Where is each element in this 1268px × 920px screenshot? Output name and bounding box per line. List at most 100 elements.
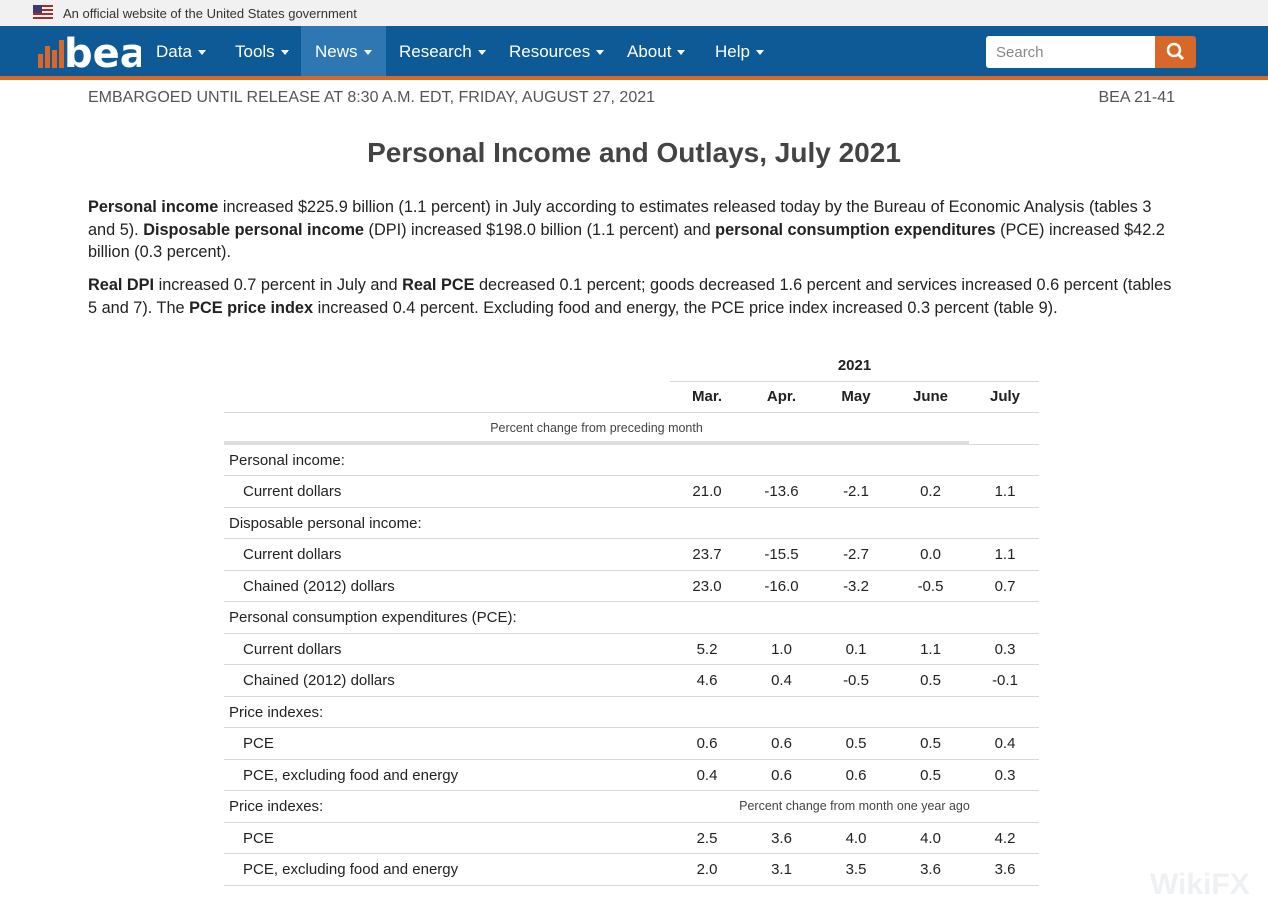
table-cell: 0.0 [920, 546, 941, 563]
banner-text: An official website of the United States… [63, 6, 357, 21]
table-cell: -13.6 [764, 483, 799, 500]
bold-run: personal consumption expenditures [715, 220, 996, 239]
text-run: decreased 0.1 percent; goods decreased 1… [88, 276, 1172, 317]
column-header: Mar. [691, 388, 722, 405]
table-cell: 23.0 [692, 577, 722, 595]
table-row: Personal consumption expenditures (PCE): [224, 602, 1039, 634]
nav-item[interactable]: Tools [221, 26, 303, 76]
search-input[interactable]: Search [986, 36, 1156, 68]
table-cell: 0.1 [845, 640, 867, 658]
text-run: increased $225.9 billion (1.1 percent) i… [88, 198, 1152, 239]
subheader: Percent change from preceding month [224, 413, 969, 445]
text-run: increased 0.4 percent. Excluding food an… [313, 298, 1058, 317]
table-row: Current dollars 23.7 -15.5 -2.7 0.0 1.1 [224, 539, 1039, 571]
watermark: WikiFX [1150, 868, 1250, 901]
search-button[interactable] [1155, 36, 1196, 68]
table-row: Price indexes: Percent change from month … [224, 791, 1039, 823]
caret [596, 50, 605, 56]
nav-label: About [627, 42, 672, 61]
row-label: PCE [243, 829, 274, 847]
table-cell: 0.6 [845, 766, 867, 784]
table-cell: -0.1 [992, 672, 1018, 689]
nav-item[interactable]: About [613, 26, 699, 76]
table-cell: 0.7 [994, 577, 1016, 595]
table-cell: 0.6 [696, 735, 718, 752]
row-label: Personal consumption expenditures (PCE): [229, 609, 517, 626]
column-header-row: Mar. Apr. May June July [224, 381, 1039, 413]
caret [363, 50, 372, 56]
bold-run: Real DPI [88, 276, 155, 294]
table-cell: 3.6 [920, 861, 941, 878]
column-header: July [989, 388, 1020, 405]
caret [197, 50, 206, 56]
nav-label: Resources [509, 42, 591, 61]
logo-text: bea [64, 32, 141, 72]
table-cell: 5.2 [696, 640, 718, 658]
table: 2021 Mar. Apr. May June July Percent change fr… [224, 350, 1039, 886]
table-row: Price indexes: [224, 697, 1039, 728]
nav-item[interactable]: Data [142, 26, 220, 76]
paragraph: Personal income increased $225.9 billion… [88, 196, 1178, 264]
table-row: Personal income: [224, 445, 1039, 476]
table-cell: 23.7 [692, 546, 722, 563]
table-row: PCE 0.6 0.6 0.5 0.5 0.4 [224, 728, 1039, 760]
row-label: Chained (2012) dollars [243, 577, 395, 595]
table-cell: 1.1 [920, 640, 941, 658]
table-cell: -2.1 [843, 483, 869, 500]
nav-label: Data [156, 42, 192, 61]
table-cell: -0.5 [843, 672, 869, 689]
row-label: Disposable personal income: [229, 514, 422, 532]
table-cell: 1.1 [994, 546, 1016, 563]
table-cell: 4.0 [845, 829, 867, 847]
table-row: Current dollars 5.2 1.0 0.1 1.1 0.3 [224, 634, 1039, 665]
row-label: Personal income: [229, 451, 345, 469]
table-cell: 0.5 [845, 735, 867, 752]
table-cell: 0.4 [696, 766, 718, 784]
table-cell: 21.0 [692, 483, 722, 500]
page-title: Personal Income and Outlays, July 2021 [367, 137, 901, 168]
paragraph: Real DPI increased 0.7 percent in July a… [88, 274, 1178, 319]
nav-item[interactable]: Resources [495, 26, 618, 76]
table-cell: 4.6 [696, 672, 718, 689]
table-cell: 0.6 [771, 766, 792, 784]
bold-run: PCE price index [189, 298, 314, 317]
release-number: BEA 21-41 [1098, 89, 1176, 106]
table-cell: 4.0 [920, 829, 941, 847]
table-row: PCE, excluding food and energy 0.4 0.6 0.6 0… [224, 760, 1039, 791]
caret [477, 50, 486, 56]
table-cell: 2.5 [696, 829, 718, 847]
row-label: Price indexes: [229, 798, 324, 815]
row-label: PCE, excluding food and energy [243, 861, 459, 878]
table-cell: 3.5 [845, 861, 867, 878]
text-run: (DPI) increased $198.0 billion (1.1 perc… [364, 220, 716, 239]
nav-bar: bea Data Tools News Research Resources About H… [0, 26, 1268, 80]
nav-label: Tools [235, 42, 275, 61]
flag-icon [33, 5, 53, 20]
table-cell: 0.6 [771, 735, 792, 752]
table-cell: -3.2 [843, 577, 869, 595]
nav-label: News [315, 42, 358, 61]
nav-item[interactable]: News [301, 26, 386, 76]
table-cell: 0.3 [994, 766, 1016, 784]
table-cell: 0.3 [994, 640, 1016, 658]
subheader-row: Percent change from preceding month [224, 413, 1039, 445]
table-cell: 1.1 [994, 483, 1016, 500]
row-note: Percent change from month one year ago [739, 799, 970, 813]
year-row: 2021 [224, 350, 1039, 382]
row-label: Current dollars [243, 483, 342, 500]
embargo: EMBARGOED UNTIL RELEASE AT 8:30 A.M. EDT… [88, 89, 656, 106]
table-row: PCE, excluding food and energy 2.0 3.1 3.5 3… [224, 854, 1039, 886]
nav-item[interactable]: Research [385, 26, 500, 76]
table-cell: 3.6 [994, 861, 1016, 878]
nav-item[interactable]: Help [701, 26, 778, 76]
caret [280, 50, 289, 56]
nav-label: Research [399, 42, 472, 61]
table-cell: 0.2 [920, 483, 941, 500]
logo[interactable]: bea [36, 32, 141, 72]
table-cell: 0.4 [994, 735, 1016, 752]
table-row: Current dollars 21.0 -13.6 -2.1 0.2 1.1 [224, 476, 1039, 508]
search-placeholder: Search [996, 44, 1044, 61]
table-row: Chained (2012) dollars 23.0 -16.0 -3.2 -0.5 0… [224, 571, 1039, 602]
row-label: Current dollars [243, 546, 342, 563]
